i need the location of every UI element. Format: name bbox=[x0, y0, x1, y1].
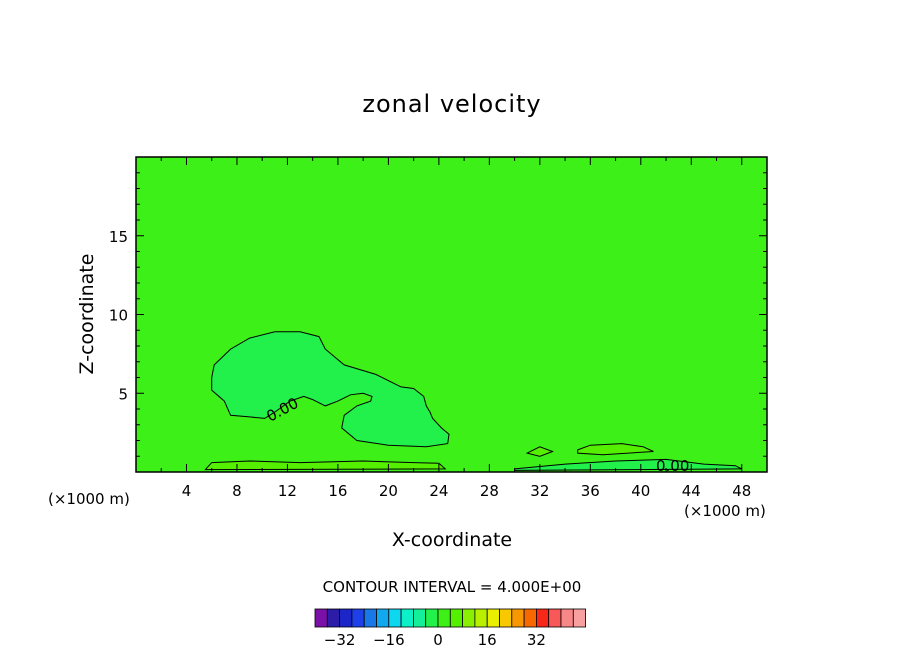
x-axis-label: X-coordinate bbox=[392, 529, 512, 551]
y-tick-label: 5 bbox=[118, 385, 128, 403]
x-tick-label: 16 bbox=[328, 482, 347, 500]
plot-area: 0.00 0.00 bbox=[135, 156, 768, 475]
colorbar-swatch bbox=[572, 608, 586, 628]
colorbar-swatch bbox=[376, 608, 390, 628]
colorbar-swatch bbox=[511, 608, 525, 628]
contour-region-upper-lower-band bbox=[577, 443, 654, 456]
colorbar-tick-label: 0 bbox=[433, 631, 443, 649]
colorbar-swatch bbox=[363, 608, 377, 628]
y-tick-label: 15 bbox=[109, 228, 128, 246]
colorbar-swatch bbox=[523, 608, 537, 628]
contour-interval: CONTOUR INTERVAL = 4.000E+00 bbox=[323, 578, 582, 596]
x-tick-label: 40 bbox=[631, 482, 650, 500]
x-tick-label: 44 bbox=[682, 482, 701, 500]
contour-region-bottom-left-band bbox=[204, 460, 447, 471]
y-axis-label: Z-coordinate bbox=[76, 254, 98, 375]
x-tick-label: 20 bbox=[379, 482, 398, 500]
colorbar-swatch bbox=[462, 608, 476, 628]
colorbar-tick-label: 16 bbox=[478, 631, 497, 649]
colorbar: −32 −16 0 16 32 bbox=[314, 608, 586, 649]
colorbar-swatch bbox=[412, 608, 427, 628]
colorbar-swatch bbox=[486, 608, 500, 628]
axis-ticks bbox=[136, 157, 767, 472]
x-tick-label: 28 bbox=[480, 482, 499, 500]
colorbar-swatch bbox=[425, 608, 439, 628]
colorbar-swatch bbox=[400, 608, 414, 628]
colorbar-swatch bbox=[326, 608, 340, 628]
colorbar-swatch bbox=[449, 608, 463, 628]
colorbar-swatch bbox=[388, 608, 402, 628]
x-tick-label: 8 bbox=[232, 482, 242, 500]
contour-region-small-cell bbox=[525, 446, 554, 457]
y-tick-label: 10 bbox=[109, 307, 128, 325]
contour-regions bbox=[204, 331, 743, 471]
contour-label: 0.00 bbox=[656, 457, 689, 475]
colorbar-tick-label: 32 bbox=[527, 631, 546, 649]
colorbar-swatch bbox=[474, 608, 488, 628]
colorbar-swatch bbox=[437, 608, 451, 628]
x-unit-left: (×1000 m) bbox=[48, 490, 130, 508]
colorbar-swatch bbox=[560, 608, 574, 628]
colorbar-swatch bbox=[339, 608, 353, 628]
colorbar-tick-label: −32 bbox=[324, 631, 356, 649]
colorbar-swatch bbox=[314, 608, 328, 628]
x-tick-label: 24 bbox=[429, 482, 448, 500]
x-tick-label: 36 bbox=[581, 482, 600, 500]
x-tick-label: 32 bbox=[530, 482, 549, 500]
colorbar-swatch bbox=[536, 608, 550, 628]
x-tick-label: 12 bbox=[278, 482, 297, 500]
colorbar-swatch bbox=[548, 608, 562, 628]
x-unit-right: (×1000 m) bbox=[684, 502, 766, 520]
colorbar-tick-label: −16 bbox=[373, 631, 405, 649]
plot-background bbox=[136, 157, 767, 472]
contour-region-negative-core bbox=[211, 331, 450, 448]
x-tick-label: 4 bbox=[182, 482, 192, 500]
colorbar-swatch bbox=[351, 608, 365, 628]
colorbar-swatch bbox=[499, 608, 513, 628]
chart-title: zonal velocity bbox=[362, 90, 541, 118]
x-tick-label: 48 bbox=[732, 482, 751, 500]
